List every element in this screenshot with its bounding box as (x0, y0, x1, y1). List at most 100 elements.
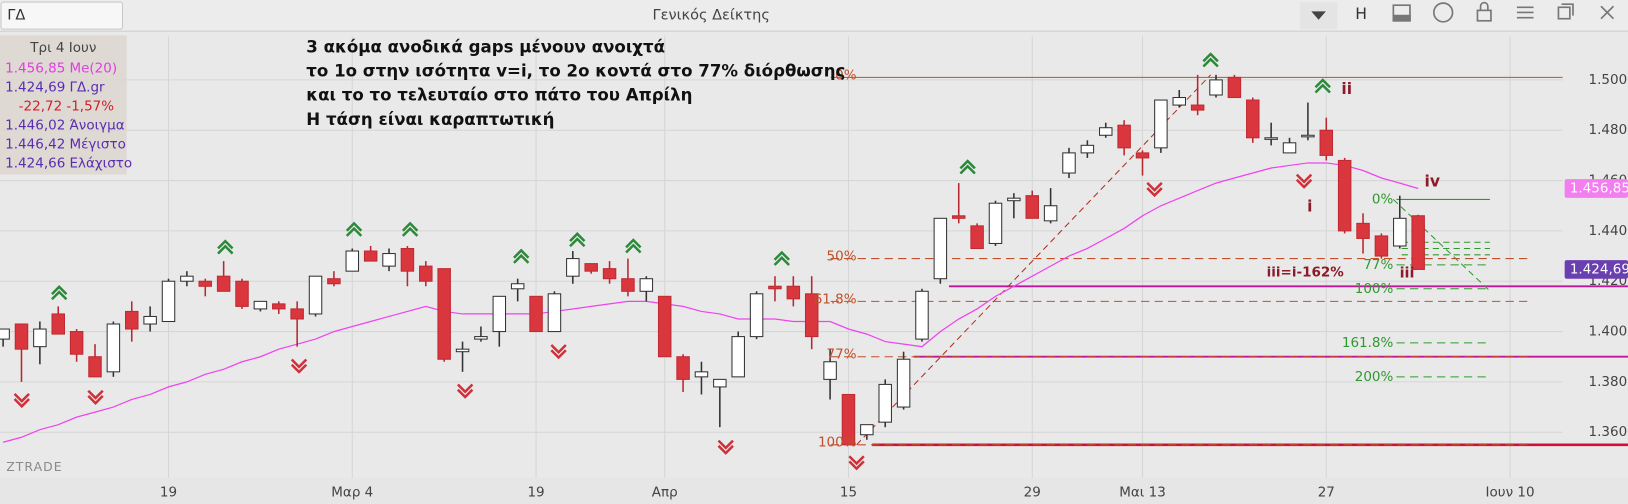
candle-body (786, 285, 801, 300)
candle-body (33, 328, 47, 348)
candle-body (1209, 79, 1223, 96)
candle-body (1190, 104, 1205, 111)
candle-body (1411, 215, 1425, 270)
trend-line (1392, 199, 1491, 292)
candle-body (455, 348, 470, 353)
candle-body (1301, 134, 1315, 138)
candle-body (1393, 217, 1407, 247)
candle-body (345, 250, 360, 272)
lock-icon[interactable] (1476, 9, 1492, 22)
buy-signal (569, 232, 586, 248)
fib-label: 61.8% (814, 291, 857, 307)
candle-body (915, 290, 929, 340)
candle-body (713, 378, 727, 388)
toolbar (0, 0, 1628, 32)
wave-label: iii (1400, 265, 1415, 281)
info-label: Άνοιγμα (69, 118, 124, 134)
candle-body (180, 275, 194, 282)
fib-label: 100% (818, 435, 857, 451)
moving-average (2, 162, 1419, 443)
x-tick-label: 19 (160, 485, 177, 501)
candle-body (584, 263, 598, 272)
candle-body (400, 247, 415, 272)
symbol: ΓΔ (7, 8, 25, 24)
symbol-input[interactable] (0, 1, 124, 30)
candle-body (1246, 99, 1260, 139)
trend-line (856, 74, 1211, 446)
close-icon[interactable] (1600, 5, 1615, 20)
buy-signal (217, 239, 234, 255)
fib-label: 77% (827, 347, 857, 363)
price-tag-label: 1.424,69 (1570, 261, 1628, 277)
price-tag (1564, 179, 1628, 198)
restore-icon-back (1561, 3, 1574, 16)
buy-signal (773, 250, 790, 266)
candle-body (1025, 195, 1039, 219)
sell-signal (550, 344, 567, 360)
plot-area (0, 36, 1628, 479)
candle-body (106, 323, 121, 373)
sell-signal (1295, 173, 1313, 189)
instrument-title: Γενικός Δείκτης (653, 8, 770, 24)
period-button[interactable]: H (1355, 5, 1367, 23)
layout-icon-fill (1392, 14, 1411, 22)
candle-body (988, 202, 1003, 245)
candle-body (216, 275, 231, 292)
x-tick-label: 15 (840, 485, 857, 501)
candle-body (161, 280, 176, 323)
info-value: 1.424,66 (5, 156, 65, 172)
info-label: Ελάχιστο (69, 156, 132, 172)
candle-body (749, 293, 764, 338)
watermark: ZTRADE (6, 459, 62, 474)
info-panel (0, 35, 127, 175)
info-value: 1.446,02 (5, 118, 65, 134)
candle-body (290, 308, 304, 320)
annotation-note: το 1ο στην ισότητα v=i, το 2ο κοντά στο … (306, 62, 845, 81)
x-tick-label: Μαι 13 (1119, 485, 1166, 501)
extension-label: 100% (1355, 281, 1394, 297)
candle-body (547, 293, 562, 333)
candle-body (1117, 124, 1131, 149)
sell-signal (717, 439, 734, 455)
candle-body (510, 283, 525, 290)
candle-body (1337, 159, 1352, 232)
candle-body (676, 356, 690, 380)
candle-body (1319, 129, 1334, 156)
candle-body (88, 356, 102, 378)
candle-body (419, 265, 433, 282)
x-axis-band (0, 478, 1628, 504)
restore-icon[interactable] (1557, 6, 1571, 20)
info-date: Τρι 4 Ιουν (29, 40, 96, 56)
price-tag (1564, 260, 1628, 279)
buy-signal (401, 221, 419, 237)
candle-body (841, 393, 856, 446)
menu-icon[interactable] (1516, 6, 1534, 19)
candle-body (69, 331, 84, 355)
candle-body (198, 280, 213, 287)
comment-icon[interactable] (1433, 2, 1454, 23)
extension-label: 0% (1372, 191, 1394, 207)
candle-body (602, 268, 617, 280)
sell-signal (848, 455, 865, 471)
y-tick-label: 1.440 (1589, 223, 1628, 239)
y-tick-label: 1.380 (1589, 374, 1628, 390)
toolbar-icons (1392, 1, 1615, 23)
annotation-note: 3 ακόμα ανοδικά gaps μένουν ανοιχτά (306, 37, 665, 56)
candle-body (1062, 152, 1076, 174)
y-tick-label: 1.400 (1589, 324, 1628, 340)
extension-label: 77% (1363, 257, 1393, 273)
candle-body (382, 253, 396, 267)
candle-body (639, 278, 654, 292)
lock-shackle (1479, 1, 1489, 11)
candle-body (327, 278, 341, 285)
candle-body (566, 258, 580, 277)
candle-body (235, 280, 249, 307)
sell-signal (1146, 182, 1163, 198)
candle-body (896, 358, 911, 408)
dropdown-arrow (1311, 11, 1326, 20)
candle-body (253, 300, 268, 310)
candle-body (1227, 76, 1242, 99)
